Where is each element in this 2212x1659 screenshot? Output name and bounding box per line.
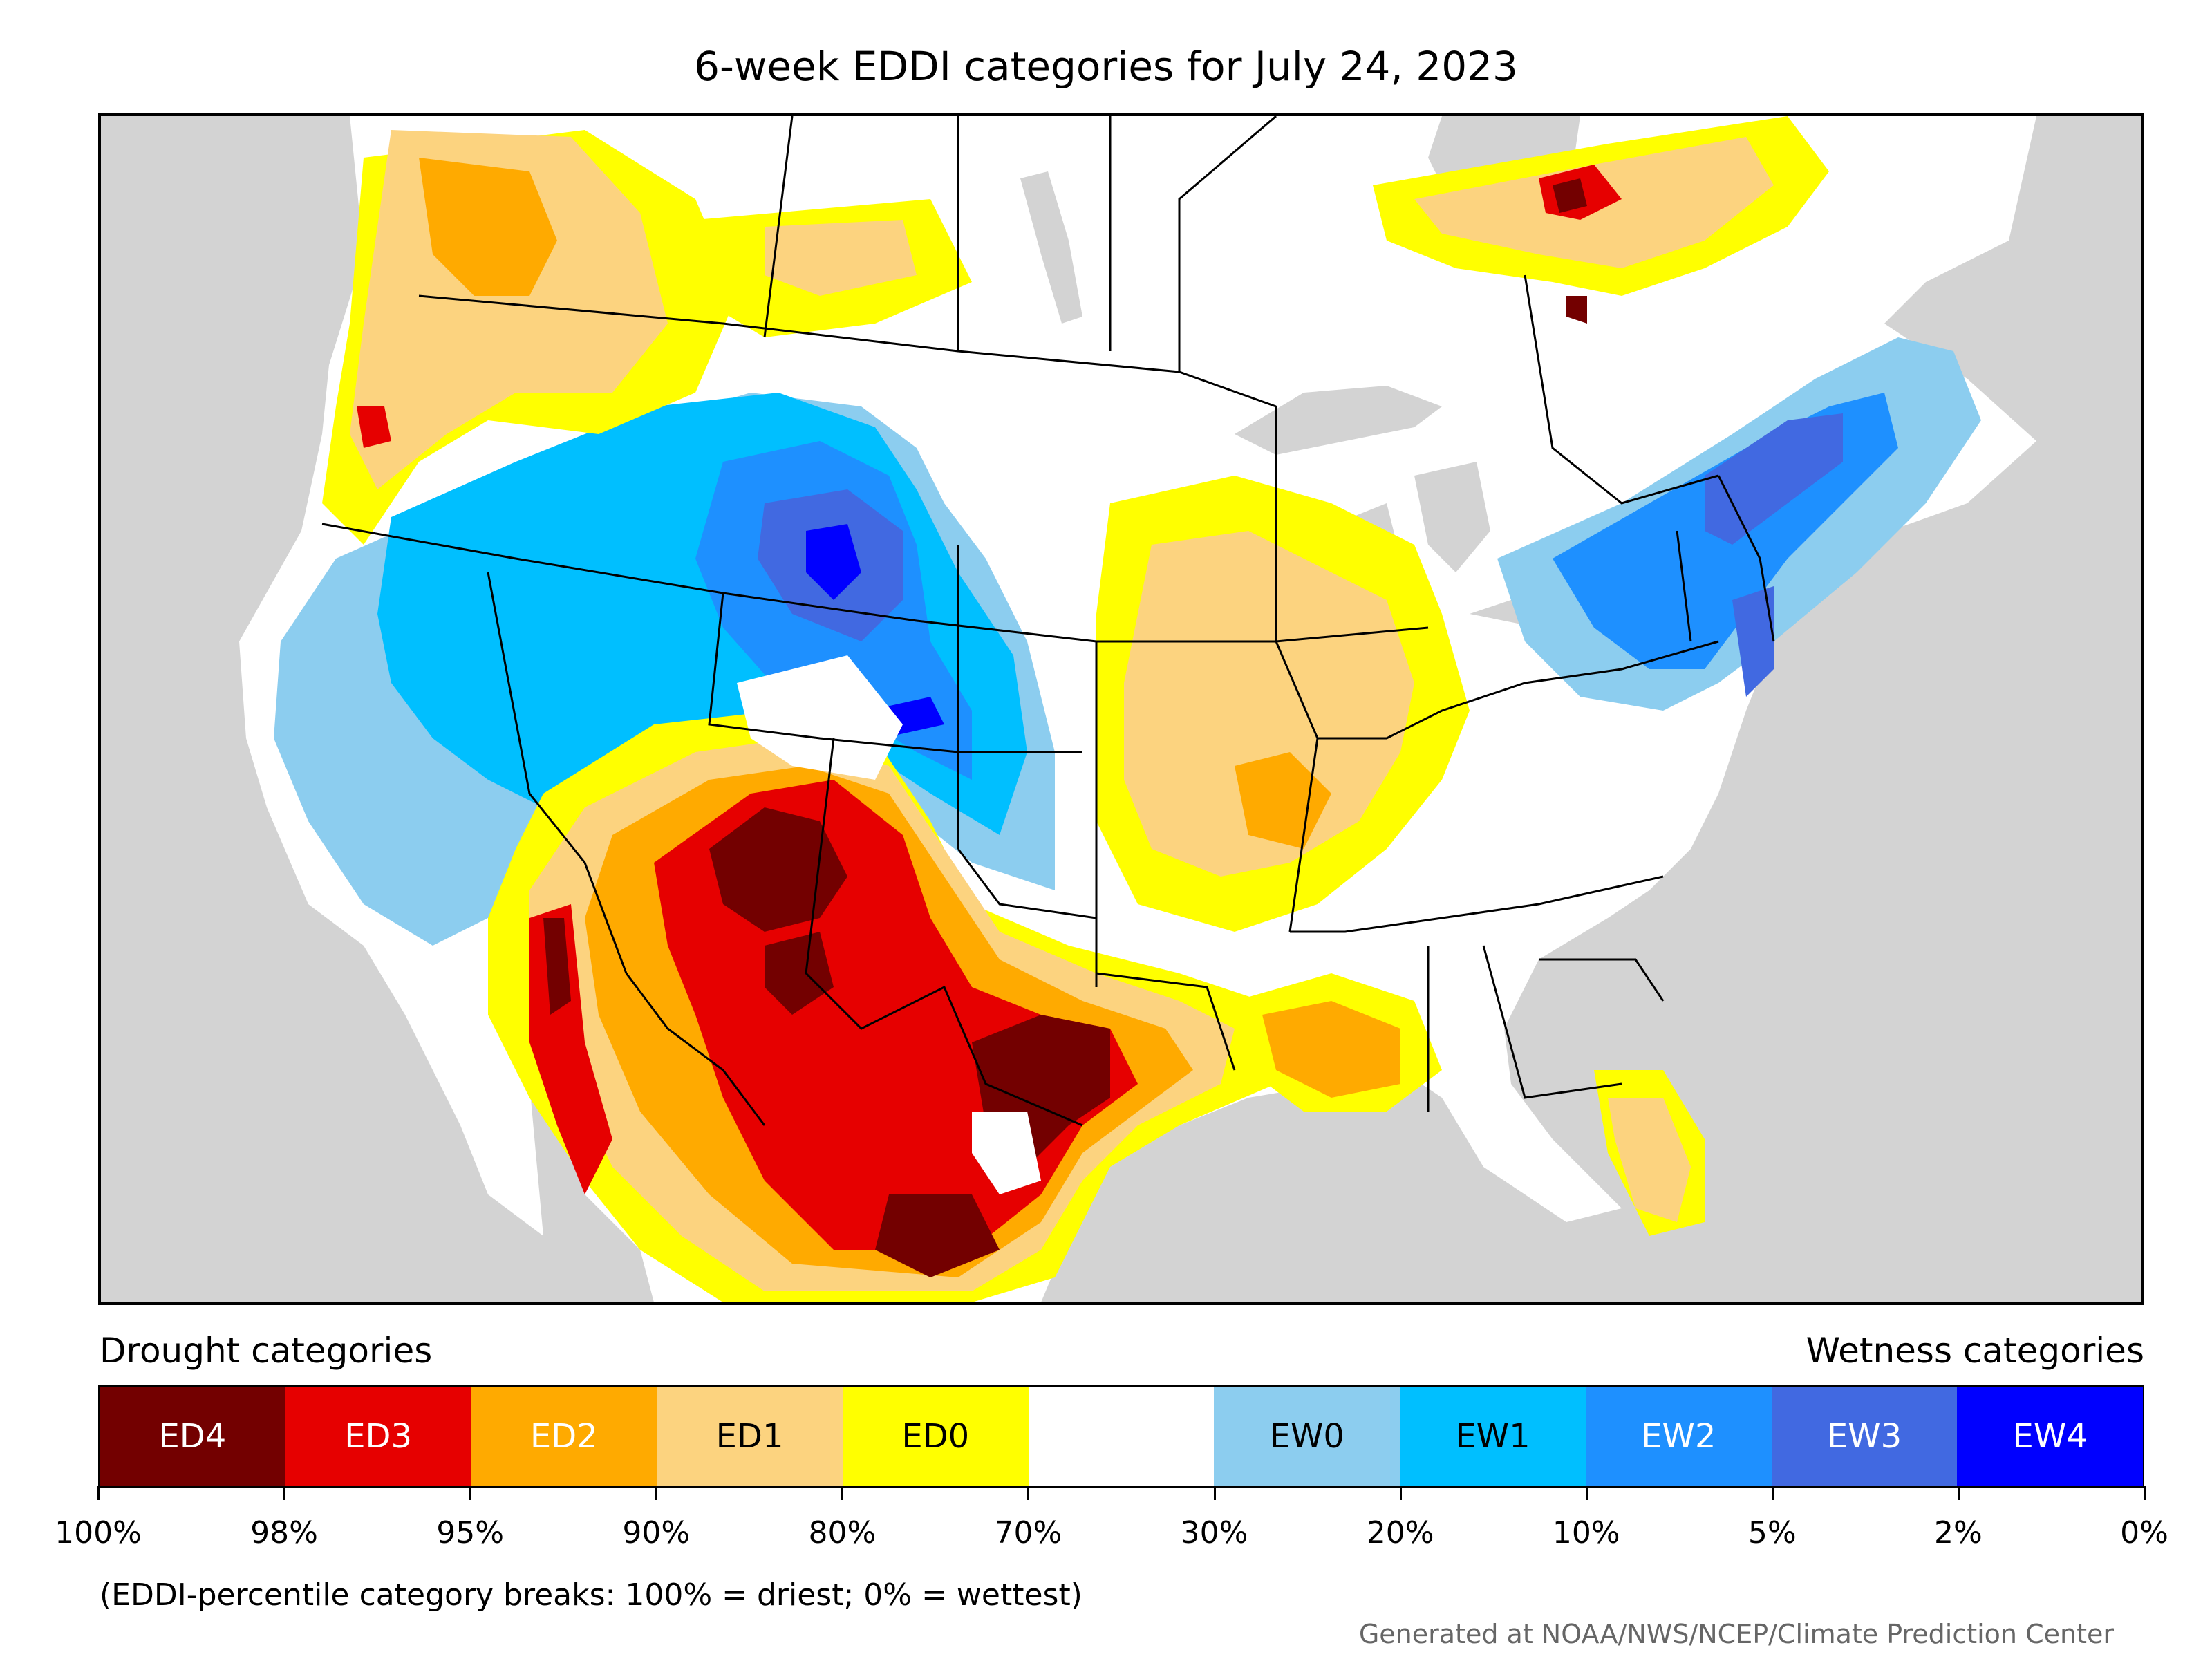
legend-tick-label: 0% bbox=[2120, 1515, 2168, 1550]
legend-category-ew1: EW1 bbox=[1400, 1387, 1586, 1486]
category-legend-bar: ED4 ED3 ED2 ED1 ED0 EW0 EW1 EW2 EW3 EW4 bbox=[98, 1385, 2144, 1488]
legend-tick bbox=[1213, 1486, 1216, 1500]
wetness-categories-heading: Wetness categories bbox=[1806, 1331, 2144, 1371]
legend-tick-label: 100% bbox=[55, 1515, 142, 1550]
lake-huron bbox=[1414, 462, 1490, 572]
map-title: 6-week EDDI categories for July 24, 2023 bbox=[694, 43, 1518, 90]
legend-tick-label: 5% bbox=[1747, 1515, 1797, 1550]
legend-tick-label: 2% bbox=[1934, 1515, 1983, 1550]
legend-ticks bbox=[97, 1486, 2146, 1500]
legend-tick-label: 10% bbox=[1552, 1515, 1620, 1550]
lake-superior bbox=[1235, 386, 1442, 455]
legend-category-ed0: ED0 bbox=[842, 1387, 1029, 1486]
legend-category-ed2: ED2 bbox=[471, 1387, 657, 1486]
legend-tick bbox=[2144, 1486, 2146, 1500]
category-breaks-note: (EDDI-percentile category breaks: 100% =… bbox=[100, 1577, 1082, 1613]
legend-category-ed1: ED1 bbox=[657, 1387, 843, 1486]
legend-tick bbox=[97, 1486, 100, 1500]
legend-category-ed4: ED4 bbox=[100, 1387, 285, 1486]
lake-winnipeg bbox=[1020, 171, 1082, 324]
legend-tick bbox=[655, 1486, 658, 1500]
legend-tick-label: 30% bbox=[1180, 1515, 1248, 1550]
legend-category-ed3: ED3 bbox=[285, 1387, 471, 1486]
legend-tick-label: 90% bbox=[622, 1515, 691, 1550]
eddi-map-canvas bbox=[239, 116, 2036, 1302]
drought-categories-heading: Drought categories bbox=[100, 1331, 433, 1371]
eddi-category-areas bbox=[274, 116, 1981, 1302]
legend-tick bbox=[283, 1486, 286, 1500]
legend-category-ew0: EW0 bbox=[1214, 1387, 1400, 1486]
legend-tick bbox=[1399, 1486, 1402, 1500]
legend-tick-label: 20% bbox=[1366, 1515, 1434, 1550]
legend-tick-label: 95% bbox=[436, 1515, 505, 1550]
eddi-map bbox=[98, 113, 2144, 1305]
legend-tick bbox=[1957, 1486, 1960, 1500]
legend-tick-label: 80% bbox=[808, 1515, 877, 1550]
credit-line: Generated at NOAA/NWS/NCEP/Climate Predi… bbox=[1358, 1619, 2114, 1649]
legend-category-neutral bbox=[1028, 1387, 1215, 1486]
legend-category-ew3: EW3 bbox=[1771, 1387, 1958, 1486]
legend-tick bbox=[469, 1486, 472, 1500]
legend-tick-label: 70% bbox=[994, 1515, 1062, 1550]
legend-category-ew4: EW4 bbox=[1957, 1387, 2144, 1486]
legend-tick-label: 98% bbox=[250, 1515, 318, 1550]
legend-tick bbox=[1771, 1486, 1774, 1500]
legend-tick bbox=[841, 1486, 844, 1500]
legend-tick bbox=[1027, 1486, 1030, 1500]
legend-category-ew2: EW2 bbox=[1585, 1387, 1772, 1486]
state-province-boundaries bbox=[321, 116, 1775, 1127]
legend-tick bbox=[1585, 1486, 1588, 1500]
